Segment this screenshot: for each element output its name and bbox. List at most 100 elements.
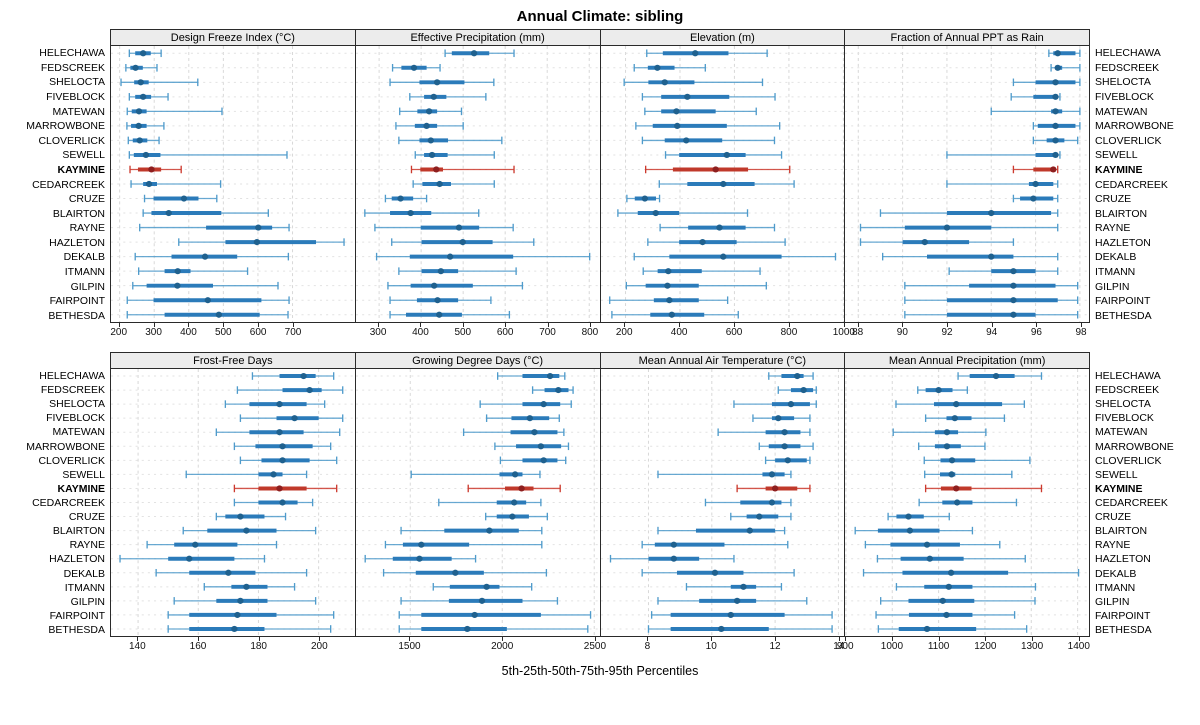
site-label-helechawa: HELECHAWA: [1095, 47, 1161, 60]
median-dot: [739, 583, 747, 590]
site-label-cloverlick: CLOVERLICK: [1095, 134, 1162, 147]
site-label-marrowbone: MARROWBONE: [1095, 440, 1174, 453]
axis-tick-label: 1400: [1067, 641, 1090, 652]
percentile-bar-matewan: [126, 107, 223, 116]
percentile-bar-fedscreek: [125, 64, 158, 72]
percentile-bar-matewan: [643, 107, 757, 116]
panel-plot: [599, 369, 846, 637]
percentile-bar-dekalb: [633, 252, 836, 261]
axis-tick: [902, 323, 904, 327]
median-dot: [459, 239, 466, 246]
site-label-hazleton: HAZLETON: [49, 236, 105, 249]
percentile-bar-blairton: [182, 526, 317, 535]
percentile-bar-rayne: [860, 223, 1059, 232]
median-dot: [255, 224, 262, 231]
percentile-bar-sewell: [414, 151, 495, 159]
percentile-bar-hazleton: [119, 554, 266, 563]
percentile-bar-hazleton: [390, 238, 535, 246]
median-dot: [531, 429, 538, 436]
percentile-bar-marrowbone: [233, 442, 332, 451]
median-dot: [455, 224, 462, 231]
median-dot: [672, 108, 680, 115]
percentile-bar-cloverlick: [1032, 136, 1079, 145]
median-dot: [470, 50, 478, 57]
panel-strip: Design Freeze Index (°C): [110, 29, 356, 46]
site-label-matewan: MATEWAN: [52, 426, 106, 439]
percentile-bar-blairton: [880, 209, 1059, 217]
median-dot: [435, 311, 443, 318]
median-dot: [180, 195, 188, 202]
percentile-bar-fairpoint: [126, 296, 290, 304]
axis-tick: [137, 637, 139, 641]
percentile-bar-fedscreek: [1050, 64, 1081, 72]
site-label-helechawa: HELECHAWA: [39, 370, 105, 383]
median-dot: [436, 180, 443, 188]
median-dot: [1052, 79, 1059, 86]
percentile-bar-sewell: [410, 470, 541, 479]
site-label-fairpoint: FAIRPOINT: [49, 609, 105, 622]
median-dot: [215, 311, 223, 318]
median-dot: [784, 457, 791, 464]
median-dot: [953, 485, 960, 492]
percentile-bar-kaymine: [1012, 165, 1059, 174]
percentile-bar-cruze: [625, 194, 660, 203]
percentile-bar-helechawa: [767, 372, 814, 380]
percentile-bar-fedscreek: [633, 64, 706, 72]
percentile-bar-bethesda: [398, 625, 589, 633]
percentile-bar-gilpin: [880, 597, 1036, 605]
axis-tick: [1081, 323, 1083, 327]
median-dot: [306, 386, 313, 394]
median-dot: [397, 195, 404, 202]
percentile-bar-cedarcreek: [412, 180, 495, 188]
percentile-bar-fiveblock: [128, 93, 169, 101]
median-dot: [204, 297, 211, 304]
percentile-bar-marrowbone: [758, 442, 814, 451]
percentile-bar-helechawa: [251, 372, 335, 380]
median-dot: [719, 253, 726, 260]
site-label-hazleton: HAZLETON: [1095, 553, 1151, 566]
site-label-hazleton: HAZLETON: [1095, 236, 1151, 249]
percentile-bar-cruze: [215, 512, 287, 521]
median-dot: [174, 268, 181, 275]
median-dot: [430, 93, 437, 100]
axis-tick: [547, 323, 549, 327]
axis-tick-label: 600: [725, 327, 743, 338]
median-dot: [988, 209, 995, 217]
percentile-bar-dekalb: [155, 568, 308, 577]
median-dot: [510, 499, 518, 506]
median-dot: [554, 386, 562, 394]
percentile-bar-matewan: [215, 428, 341, 437]
panel-axis: 88 90 92 94 96 98: [844, 323, 1090, 342]
percentile-bar-helechawa: [128, 49, 162, 58]
site-label-blairton: BLAIRTON: [1095, 525, 1148, 538]
median-dot: [451, 569, 459, 576]
axis-tick-label: 300: [369, 327, 387, 338]
median-dot: [1010, 297, 1017, 304]
site-label-matewan: MATEWAN: [1095, 426, 1148, 439]
percentile-bar-itmann: [397, 267, 517, 275]
site-label-fedscreek: FEDSCREEK: [1095, 384, 1160, 397]
axis-tick-label: 700: [539, 327, 556, 338]
axis-tick-label: 94: [986, 327, 998, 338]
percentile-bar-itmann: [642, 267, 761, 275]
axis-tick: [589, 323, 591, 327]
axis-tick: [420, 323, 422, 327]
median-dot: [225, 569, 232, 576]
percentile-bar-cedarcreek: [233, 498, 314, 507]
median-dot: [1052, 122, 1059, 129]
percentile-bar-cedarcreek: [704, 498, 792, 507]
median-dot: [670, 541, 677, 548]
median-dot: [174, 282, 181, 289]
median-dot: [1030, 195, 1037, 202]
median-dot: [526, 415, 533, 422]
median-dot: [780, 443, 788, 450]
median-dot: [432, 166, 440, 173]
median-dot: [463, 625, 471, 633]
panel-strip: Growing Degree Days (°C): [354, 352, 601, 369]
median-dot: [664, 268, 671, 275]
median-dot: [139, 93, 147, 100]
percentile-bar-itmann: [685, 583, 782, 591]
percentile-bar-cedarcreek: [946, 180, 1059, 188]
median-dot: [1010, 282, 1017, 289]
site-label-cruze: CRUZE: [1095, 511, 1132, 524]
